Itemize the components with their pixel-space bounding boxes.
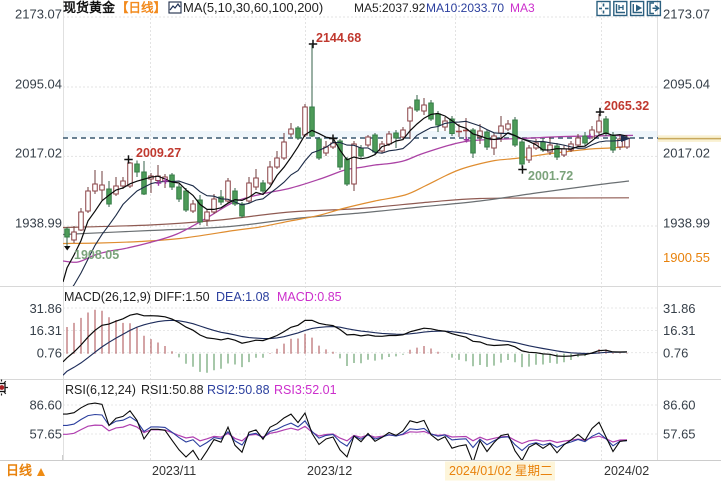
svg-text:2095.04: 2095.04: [15, 77, 62, 92]
svg-text:MA10:2033.70: MA10:2033.70: [426, 1, 504, 15]
svg-text:2024/01/02 星期二: 2024/01/02 星期二: [449, 464, 553, 478]
svg-text:DEA:1.08: DEA:1.08: [216, 290, 270, 304]
svg-text:2173.07: 2173.07: [15, 7, 62, 22]
svg-text:2017.02: 2017.02: [15, 146, 62, 161]
svg-text:2065.32: 2065.32: [604, 99, 649, 113]
svg-text:MA(5,10,30,60,100,200): MA(5,10,30,60,100,200): [183, 0, 323, 15]
svg-text:【日线】: 【日线】: [116, 0, 166, 15]
svg-text:2023/12: 2023/12: [307, 464, 352, 478]
svg-text:31.86: 31.86: [663, 301, 696, 316]
svg-text:1938.99: 1938.99: [663, 216, 710, 231]
svg-text:MA5:2037.92: MA5:2037.92: [354, 1, 426, 15]
svg-text:现货黄金: 现货黄金: [63, 0, 116, 15]
svg-text:57.65: 57.65: [29, 427, 62, 442]
svg-text:86.60: 86.60: [663, 398, 696, 413]
svg-text:RSI(6,12,24): RSI(6,12,24): [65, 383, 136, 397]
svg-text:2095.04: 2095.04: [663, 77, 710, 92]
svg-text:16.31: 16.31: [29, 323, 62, 338]
svg-text:2173.07: 2173.07: [663, 7, 710, 22]
svg-text:31.86: 31.86: [29, 301, 62, 316]
svg-text:86.60: 86.60: [29, 398, 62, 413]
svg-text:MA3: MA3: [510, 1, 535, 15]
svg-text:2023/11: 2023/11: [152, 464, 196, 478]
svg-text:MACD:0.85: MACD:0.85: [277, 290, 342, 304]
svg-text:2009.27: 2009.27: [136, 146, 181, 160]
svg-text:1900.55: 1900.55: [663, 250, 710, 265]
svg-text:0.76: 0.76: [663, 346, 688, 361]
svg-text:57.65: 57.65: [663, 427, 696, 442]
svg-text:日线: 日线: [6, 463, 32, 478]
svg-text:RSI2:50.88: RSI2:50.88: [207, 383, 270, 397]
svg-text:2017.02: 2017.02: [663, 146, 710, 161]
svg-text:DIFF:1.50: DIFF:1.50: [154, 290, 210, 304]
svg-text:2001.72: 2001.72: [528, 169, 573, 183]
svg-text:2144.68: 2144.68: [316, 31, 361, 45]
svg-text:2024/02: 2024/02: [604, 464, 649, 478]
svg-text:0.76: 0.76: [37, 346, 62, 361]
svg-text:1938.99: 1938.99: [15, 216, 62, 231]
svg-text:RSI1:50.88: RSI1:50.88: [141, 383, 204, 397]
svg-text:RSI3:52.01: RSI3:52.01: [274, 383, 337, 397]
svg-text:1908.05: 1908.05: [74, 248, 119, 262]
svg-text:MACD(26,12,9): MACD(26,12,9): [64, 290, 151, 304]
svg-text:16.31: 16.31: [663, 323, 696, 338]
